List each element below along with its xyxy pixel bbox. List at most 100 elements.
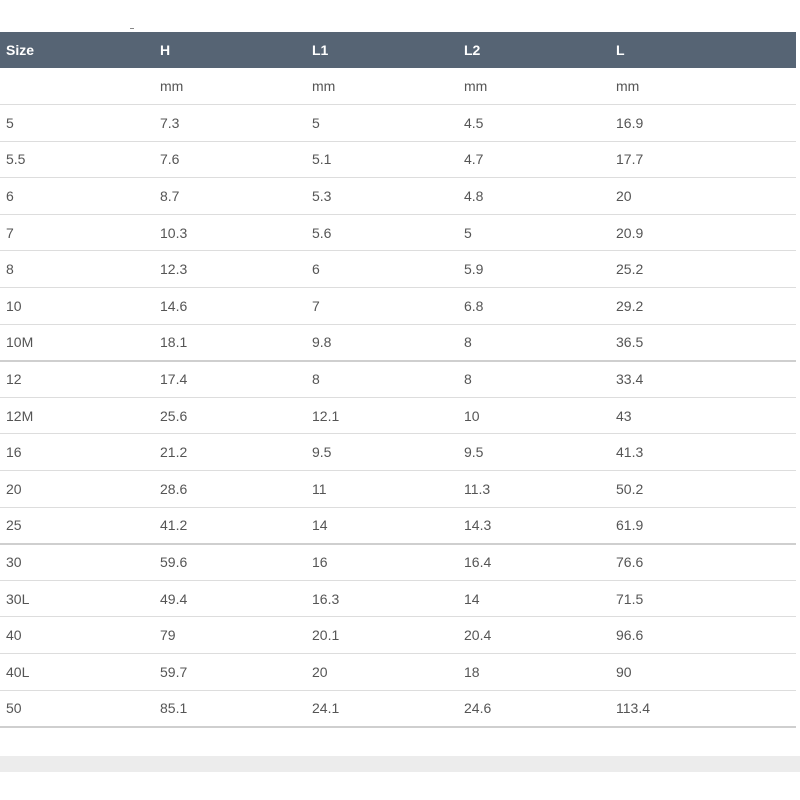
value-cell: 17.7 (610, 141, 796, 179)
value-cell: 90 (610, 653, 796, 691)
value-cell: 7.3 (154, 104, 306, 142)
value-cell: 10.3 (154, 214, 306, 252)
value-cell: 59.6 (154, 543, 306, 581)
unit-cell: mm (154, 68, 306, 106)
size-cell: 6 (0, 177, 154, 215)
value-cell: 16.3 (306, 580, 458, 618)
size-cell: 50 (0, 690, 154, 728)
value-cell: 21.2 (154, 433, 306, 472)
value-cell: 24.1 (306, 690, 458, 728)
value-cell: 29.2 (610, 287, 796, 325)
value-cell: 17.4 (154, 360, 306, 398)
value-cell: 14.6 (154, 287, 306, 325)
units-row: mm mm mm mm (0, 68, 796, 106)
value-cell: 16.4 (458, 543, 610, 581)
unit-cell: mm (610, 68, 796, 106)
value-cell: 8 (306, 360, 458, 398)
value-cell: 18 (458, 653, 610, 691)
header-h: H (154, 32, 306, 68)
size-cell: 10 (0, 287, 154, 325)
table-body: mm mm mm mm 5 7.3 5 4.5 16.9 5.5 7.6 5.1 4.7 17.7… (0, 68, 796, 728)
size-cell: 25 (0, 507, 154, 545)
value-cell: 8 (458, 360, 610, 398)
size-cell: 8 (0, 250, 154, 289)
value-cell: 36.5 (610, 324, 796, 362)
table-row: 40 79 20.1 20.4 96.6 (0, 616, 796, 654)
value-cell: 33.4 (610, 360, 796, 398)
value-cell: 11 (306, 470, 458, 508)
value-cell: 16.9 (610, 104, 796, 142)
size-cell: 30 (0, 543, 154, 581)
header-l2: L2 (458, 32, 610, 68)
size-cell: 5.5 (0, 141, 154, 179)
value-cell: 14 (306, 507, 458, 545)
value-cell: 5.3 (306, 177, 458, 215)
table-row: 40L 59.7 20 18 90 (0, 653, 796, 691)
table-row: 10 14.6 7 6.8 29.2 (0, 287, 796, 325)
header-l: L (610, 32, 796, 68)
table-row: 6 8.7 5.3 4.8 20 (0, 177, 796, 215)
size-cell: 12 (0, 360, 154, 398)
value-cell: 20.1 (306, 616, 458, 654)
value-cell: 10 (458, 397, 610, 435)
value-cell: 24.6 (458, 690, 610, 728)
size-cell: 30L (0, 580, 154, 618)
value-cell: 49.4 (154, 580, 306, 618)
size-cell: 40L (0, 653, 154, 691)
unit-cell (0, 68, 154, 106)
value-cell: 8.7 (154, 177, 306, 215)
value-cell: 16 (306, 543, 458, 581)
value-cell: 85.1 (154, 690, 306, 728)
value-cell: 25.6 (154, 397, 306, 435)
value-cell: 9.5 (458, 433, 610, 472)
table-row: 8 12.3 6 5.9 25.2 (0, 250, 796, 289)
table-row: 30 59.6 16 16.4 76.6 (0, 543, 796, 581)
table-row: 7 10.3 5.6 5 20.9 (0, 214, 796, 252)
dimension-table: Size H L1 L2 L mm mm mm mm 5 7.3 5 4.5 16.9 5… (0, 32, 796, 728)
value-cell: 20 (306, 653, 458, 691)
table-row: 25 41.2 14 14.3 61.9 (0, 507, 796, 545)
value-cell: 4.8 (458, 177, 610, 215)
size-cell: 16 (0, 433, 154, 472)
value-cell: 7 (306, 287, 458, 325)
table-row: 12M 25.6 12.1 10 43 (0, 397, 796, 435)
value-cell: 9.5 (306, 433, 458, 472)
value-cell: 79 (154, 616, 306, 654)
value-cell: 12.1 (306, 397, 458, 435)
value-cell: 14.3 (458, 507, 610, 545)
table-row: 30L 49.4 16.3 14 71.5 (0, 580, 796, 618)
table-row: 5 7.3 5 4.5 16.9 (0, 104, 796, 142)
unit-cell: mm (458, 68, 610, 106)
table-row: 16 21.2 9.5 9.5 41.3 (0, 433, 796, 472)
value-cell: 61.9 (610, 507, 796, 545)
header-size: Size (0, 32, 154, 68)
value-cell: 20 (610, 177, 796, 215)
value-cell: 71.5 (610, 580, 796, 618)
header-l1: L1 (306, 32, 458, 68)
value-cell: 5.6 (306, 214, 458, 252)
value-cell: 25.2 (610, 250, 796, 289)
value-cell: 5 (458, 214, 610, 252)
size-cell: 5 (0, 104, 154, 142)
header-row: Size H L1 L2 L (0, 32, 796, 68)
value-cell: 59.7 (154, 653, 306, 691)
size-cell: 40 (0, 616, 154, 654)
value-cell: 50.2 (610, 470, 796, 508)
value-cell: 4.5 (458, 104, 610, 142)
footer-band (0, 756, 800, 772)
table-row: 20 28.6 11 11.3 50.2 (0, 470, 796, 508)
value-cell: 41.3 (610, 433, 796, 472)
right-edge (796, 0, 800, 756)
value-cell: 18.1 (154, 324, 306, 362)
value-cell: 6 (306, 250, 458, 289)
table-row: 5.5 7.6 5.1 4.7 17.7 (0, 141, 796, 179)
dimension-table-container: Size H L1 L2 L mm mm mm mm 5 7.3 5 4.5 16.9 5… (0, 32, 796, 728)
value-cell: 20.4 (458, 616, 610, 654)
value-cell: 4.7 (458, 141, 610, 179)
unit-cell: mm (306, 68, 458, 106)
value-cell: 7.6 (154, 141, 306, 179)
value-cell: 5.1 (306, 141, 458, 179)
value-cell: 5.9 (458, 250, 610, 289)
value-cell: 14 (458, 580, 610, 618)
